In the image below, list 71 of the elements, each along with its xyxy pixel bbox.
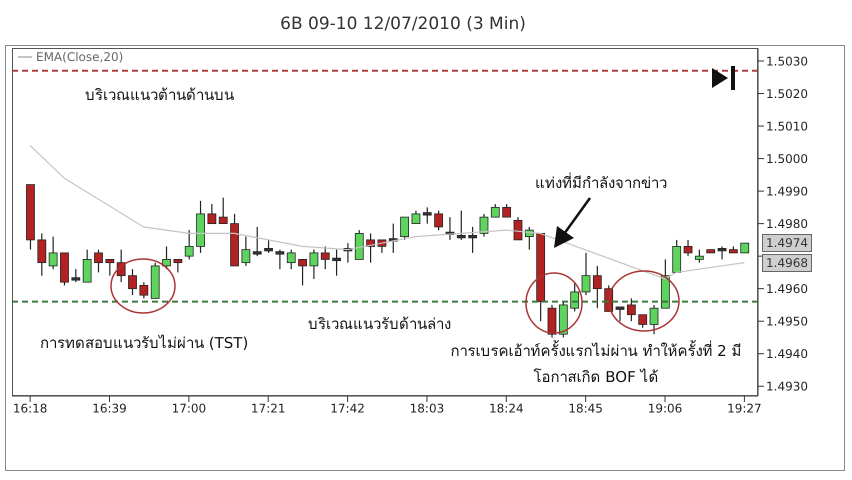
candlestick [275,249,284,270]
x-tick-label: 18:03 [410,402,444,416]
x-tick-label: 19:06 [648,402,682,416]
y-tick-label: 1.4990 [766,184,808,198]
candlestick [638,314,648,328]
candlestick [218,197,228,224]
candlestick [582,252,590,296]
candlestick [207,204,216,224]
annotation: การทดสอบแนวรับไม่ผ่าน (TST) [40,334,248,352]
candlestick [48,236,58,270]
x-tick-label: 18:45 [568,402,603,416]
candlestick [616,306,624,322]
y-tick-label: 1.4960 [766,282,808,296]
candlestick [626,298,636,322]
candlestick [740,242,750,254]
candlestick [320,246,330,270]
candlestick [502,204,512,218]
candlestick [456,210,466,240]
x-tick-label: 16:39 [92,402,127,416]
x-tick-label: 18:24 [489,402,524,416]
y-tick-label: 1.5030 [766,54,808,68]
chart-title: 6B 09-10 12/07/2010 (3 Min) [279,14,527,34]
candlestick [82,249,92,283]
candlestick [480,213,488,238]
ref-line-label: บริเวณแนวต้านด้านบน [85,84,234,106]
ref-line-label: บริเวณแนวรับด้านล่าง [308,314,451,335]
candlestick [592,265,602,309]
y-tick-label: 1.4950 [766,314,808,328]
x-tick-label: 17:21 [250,402,286,416]
candlestick [422,206,432,224]
y-tick-label: 1.4940 [766,346,808,361]
x-tick-label: 17:42 [330,402,365,416]
candlestick [105,258,114,276]
candlestick [128,268,137,296]
line-series [30,144,745,280]
y-tick-label: 1.5000 [766,152,808,166]
candlestick [298,258,307,286]
y-tick-label: 1.5010 [766,119,808,134]
legend-label: EMA(Close,20) [36,50,124,64]
candlestick [412,210,420,224]
candlestick [162,246,171,270]
candlestick [184,230,194,260]
candlestick [37,232,46,276]
candlestick [434,210,444,231]
candlestick [514,216,522,240]
candlestick [468,226,478,254]
candlestick [400,216,410,240]
candlestick [650,304,658,335]
candlestick [252,226,262,257]
y-tick-label: 1.4930 [766,380,808,394]
annotation: แท่งที่มีกำลังจากข่าว [535,172,668,194]
candlestick [684,239,692,257]
candlestick [310,249,318,280]
candlestick [332,249,341,276]
candlestick [264,239,273,254]
x-tick-label: 19:27 [727,402,762,416]
y-tick-label: 1.5020 [766,86,808,101]
annotation: การเบรคเอ้าท์ครั้งแรกไม่ผ่าน ทำให้ครั้งที่ 2 มี โอกาสเกิด BOF ได้ [450,339,742,388]
y-tick-label: 1.4980 [766,216,808,231]
candlestick [139,282,148,300]
x-tick-label: 16:18 [12,402,48,416]
candlestick [94,249,103,274]
text: 1.4968 [762,254,812,272]
candlestick [694,249,704,264]
candlestick [718,246,726,260]
candlestick [490,204,500,218]
candlestick [173,258,182,274]
candlestick [286,249,296,270]
x-tick-label: 17:00 [172,402,206,416]
candlestick [241,236,250,267]
text: 1.4974 [762,234,812,252]
